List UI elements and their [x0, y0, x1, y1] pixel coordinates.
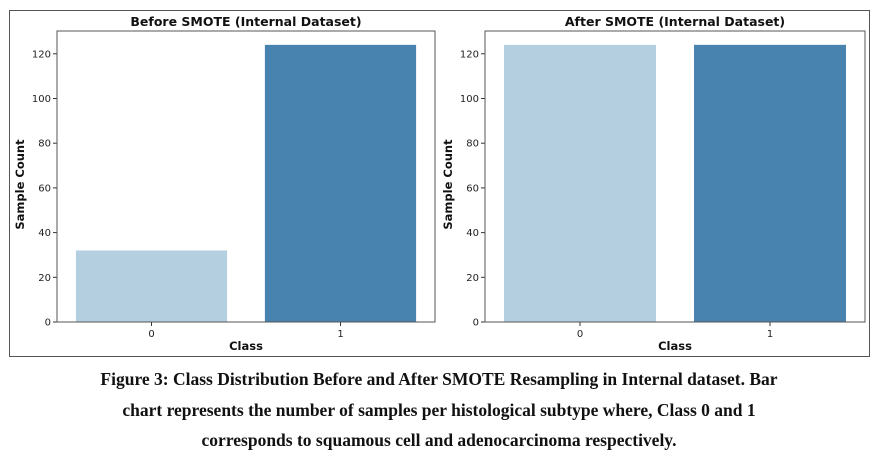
y-axis-label: Sample Count: [441, 139, 455, 230]
y-tick-label: 60: [38, 183, 51, 194]
axes-border: [56, 30, 436, 323]
caption-line: Figure 3: Class Distribution Before and …: [100, 369, 778, 389]
caption-line: corresponds to squamous cell and adenoca…: [201, 430, 677, 450]
y-axis-label: Sample Count: [13, 139, 27, 230]
y-tick-label: 100: [32, 94, 51, 105]
chart-title: Before SMOTE (Internal Dataset): [130, 14, 361, 29]
figure-frame: [9, 10, 870, 357]
y-tick-label: 120: [460, 49, 479, 60]
caption-line: chart represents the number of samples p…: [122, 399, 756, 420]
axes-border: [484, 30, 866, 323]
y-tick-label: 80: [466, 139, 479, 150]
bar-class-1: [264, 44, 417, 322]
y-tick-label: 0: [45, 318, 51, 329]
x-tick-label: 1: [337, 329, 343, 340]
y-tick-label: 40: [38, 228, 51, 239]
y-tick-label: 100: [460, 94, 479, 105]
chart-title: After SMOTE (Internal Dataset): [565, 14, 785, 29]
figure-caption: Figure 3: Class Distribution Before and …: [0, 364, 878, 456]
y-tick-label: 40: [466, 228, 479, 239]
y-tick-label: 0: [473, 318, 479, 329]
x-tick-label: 1: [767, 329, 773, 340]
bar-class-0: [75, 250, 228, 322]
y-tick-label: 80: [38, 139, 51, 150]
y-tick-label: 20: [38, 273, 51, 284]
bar-class-1: [694, 44, 846, 322]
y-tick-label: 120: [32, 49, 51, 60]
x-axis-label: Class: [658, 339, 692, 353]
y-tick-label: 60: [466, 183, 479, 194]
y-tick-label: 20: [466, 273, 479, 284]
x-axis-label: Class: [229, 339, 263, 353]
x-tick-label: 0: [148, 329, 154, 340]
bar-class-0: [504, 44, 656, 322]
x-tick-label: 0: [577, 329, 583, 340]
